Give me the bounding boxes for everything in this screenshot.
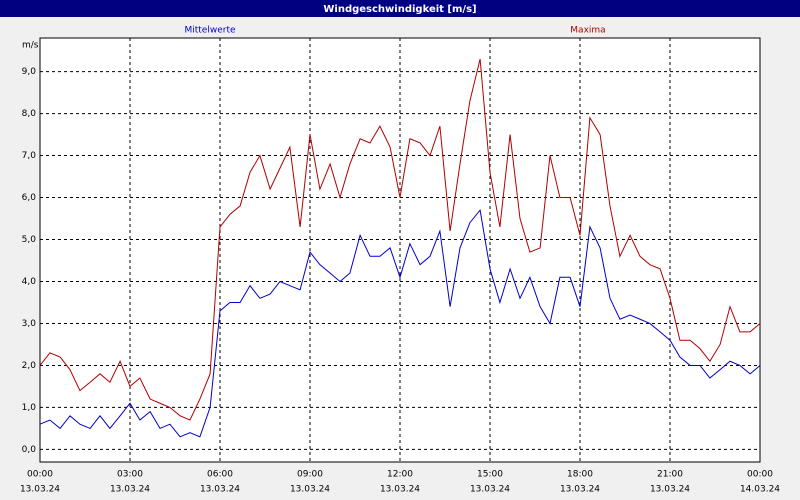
x-tick-date: 13.03.24 [380, 485, 420, 495]
x-tick-date: 13.03.24 [290, 485, 330, 495]
y-tick-label: 4,0 [22, 277, 37, 287]
x-tick-label: 09:00 [297, 470, 323, 480]
y-tick-label: 5,0 [22, 235, 37, 245]
x-tick-date: 14.03.24 [740, 485, 780, 495]
data-line [39, 58, 761, 421]
x-tick-label: 00:00 [747, 470, 773, 480]
data-line [39, 208, 761, 438]
title-bar [0, 0, 800, 17]
y-tick-label: 9,0 [22, 67, 37, 77]
x-tick-label: 03:00 [117, 470, 143, 480]
x-tick-label: 21:00 [657, 470, 683, 480]
x-tick-label: 15:00 [477, 470, 503, 480]
x-tick-date: 13.03.24 [470, 485, 510, 495]
x-tick-date: 13.03.24 [200, 485, 240, 495]
x-tick-date: 13.03.24 [110, 485, 150, 495]
x-tick-date: 13.03.24 [650, 485, 690, 495]
y-tick-label: 2,0 [22, 361, 37, 371]
x-tick-label: 06:00 [207, 470, 233, 480]
y-tick-label: 7,0 [22, 151, 37, 161]
chart-title: Windgeschwindigkeit [m/s] [323, 4, 476, 15]
y-tick-label: 0,0 [22, 445, 37, 455]
y-unit: m/s [22, 41, 39, 51]
y-tick-label: 1,0 [22, 403, 37, 413]
x-tick-date: 13.03.24 [560, 485, 600, 495]
y-tick-label: 3,0 [22, 319, 37, 329]
legend-label: Mittelwerte [184, 26, 235, 36]
y-tick-label: 8,0 [22, 109, 37, 119]
x-tick-label: 18:00 [567, 470, 593, 480]
x-tick-label: 00:00 [27, 470, 53, 480]
x-tick-label: 12:00 [387, 470, 413, 480]
legend-label: Maxima [570, 26, 605, 36]
x-tick-date: 13.03.24 [20, 485, 60, 495]
y-tick-label: 6,0 [22, 193, 37, 203]
